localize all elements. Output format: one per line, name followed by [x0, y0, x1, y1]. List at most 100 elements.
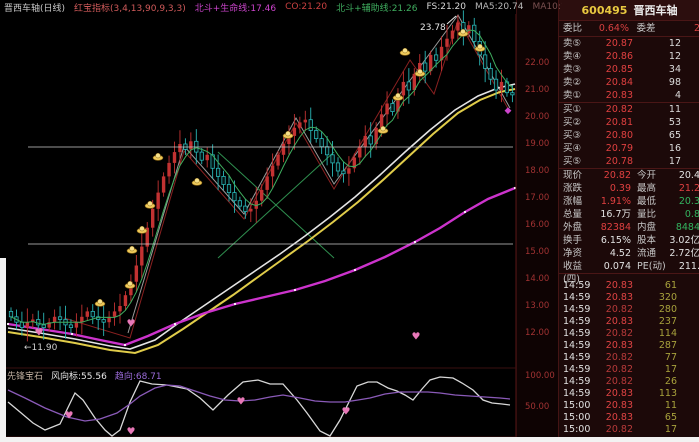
ask-row-label: 卖⑤	[563, 38, 582, 49]
price-axis-label: 100.00	[525, 371, 555, 381]
info-label: 股本	[637, 235, 657, 246]
auxline-white	[7, 83, 516, 350]
ask-row-qty: 12	[668, 51, 681, 62]
info-value: 0.074	[603, 261, 631, 272]
indicator-name: 红宝指标(3,4,13,90,9,3,3)	[74, 3, 186, 14]
tick-row: 15:00 20.83 11	[559, 400, 699, 412]
ask-row[interactable]: 卖⑤ 20.87 12	[559, 37, 699, 50]
tick-time: 14:59	[563, 340, 591, 351]
info-value: 21.2	[678, 183, 699, 194]
bid-row-qty: 11	[668, 104, 681, 115]
info-value: 20.4	[678, 170, 699, 181]
tick-price: 20.82	[605, 424, 633, 435]
bid-row-qty: 17	[668, 156, 681, 167]
tick-row: 15:00 20.83 65	[559, 412, 699, 424]
bid-row[interactable]: 买② 20.81 53	[559, 116, 699, 129]
info-label: 净资	[563, 248, 583, 259]
info-value: 211.	[678, 261, 699, 272]
tick-volume: 61	[664, 280, 677, 291]
price-axis-label: 20.00	[525, 112, 550, 122]
svg-text:♥: ♥	[237, 397, 246, 408]
bid-row-qty: 16	[668, 143, 681, 154]
price-axis-label: 19.00	[525, 139, 550, 149]
info-value: 0.39	[609, 183, 631, 194]
info-label: 收益(四)	[563, 261, 583, 285]
svg-text:23.78: 23.78	[420, 23, 446, 33]
bid-row-price: 20.79	[605, 143, 633, 154]
weibi-value: 0.64%	[598, 23, 629, 34]
info-label: 最低	[637, 196, 657, 207]
weibi-label: 委比	[563, 23, 583, 34]
price-annotations: 23.78 ←11.90	[24, 15, 457, 353]
panel-divider	[559, 273, 699, 274]
ask-row-label: 卖③	[563, 64, 582, 75]
ask-row[interactable]: 卖① 20.83 4	[559, 89, 699, 102]
ask-row-label: 卖②	[563, 77, 582, 88]
tick-row: 14:59 20.83 320	[559, 292, 699, 304]
ask-row-label: 卖④	[563, 51, 582, 62]
svg-text:♥: ♥	[342, 407, 351, 418]
zigzag-red	[63, 18, 511, 339]
tick-price: 20.83	[605, 292, 633, 303]
tick-time: 14:59	[563, 364, 591, 375]
top-indicator-bar: 晋西车轴(日线) 红宝指标(3,4,13,90,9,3,3) 北斗+生命线:17.4…	[0, 0, 562, 14]
bid-row[interactable]: 买① 20.82 11	[559, 103, 699, 116]
price-axis-label: 18.00	[525, 166, 550, 176]
tick-volume: 113	[658, 388, 677, 399]
bid-row[interactable]: 买⑤ 20.78 17	[559, 155, 699, 168]
ask-row[interactable]: 卖④ 20.86 12	[559, 50, 699, 63]
gold-ingot-markers	[94, 28, 486, 307]
ma5-value: MA5:20.74	[475, 2, 524, 12]
triangle-green-lower	[217, 151, 335, 259]
tick-time: 14:59	[563, 304, 591, 315]
info-label: 量比	[637, 209, 657, 220]
tick-time: 14:59	[563, 280, 591, 291]
panel-divider	[559, 168, 699, 169]
chart-title: 晋西车轴(日线)	[4, 3, 66, 14]
ask-row-price: 20.85	[605, 64, 633, 75]
tick-volume: 114	[658, 328, 677, 339]
ask-row-price: 20.84	[605, 77, 633, 88]
svg-text:♥: ♥	[65, 411, 74, 422]
info-row: 现价 20.82 今开 20.4	[559, 169, 699, 182]
tick-volume: 77	[664, 352, 677, 363]
signal-markers: ♥ ♥ ♥ ◆	[35, 106, 512, 343]
bid-row-label: 买⑤	[563, 156, 582, 167]
info-value: 8484	[675, 222, 699, 233]
ma5-line	[10, 29, 513, 325]
ask-list: 卖⑤ 20.87 12 卖④ 20.86 12 卖③ 20.85 34 卖② 20.84 98 卖① 20…	[559, 37, 699, 102]
bid-row-price: 20.81	[605, 117, 633, 128]
beidou-lifeline-value: 北斗+生命线:17.46	[194, 3, 277, 14]
info-row: 换手 6.15% 股本 3.02亿	[559, 234, 699, 247]
ask-row-qty: 12	[668, 38, 681, 49]
info-label: 总量	[563, 209, 583, 220]
tick-row: 14:59 20.82 114	[559, 328, 699, 340]
price-axis-label: 17.00	[525, 193, 550, 203]
info-value: 4.52	[609, 248, 631, 259]
price-axis-label: 14.00	[525, 274, 550, 284]
ask-row-price: 20.83	[605, 90, 633, 101]
bid-row[interactable]: 买④ 20.79 16	[559, 142, 699, 155]
bid-row-qty: 53	[668, 117, 681, 128]
stock-info: 现价 20.82 今开 20.4 涨跌 0.39 最高 21.2 涨幅 1.91% 最低 20.3 总量…	[559, 169, 699, 285]
price-axis-label: 13.00	[525, 301, 550, 311]
auxline-yellow	[7, 88, 516, 355]
ask-row[interactable]: 卖③ 20.85 34	[559, 63, 699, 76]
bid-row[interactable]: 买③ 20.80 65	[559, 129, 699, 142]
svg-text:♥: ♥	[35, 328, 44, 339]
ask-row-label: 卖①	[563, 90, 582, 101]
info-row: 净资 4.52 流通 2.72亿	[559, 247, 699, 260]
bid-row-price: 20.82	[605, 104, 633, 115]
tick-price: 20.82	[605, 328, 633, 339]
tick-price: 20.83	[605, 412, 633, 423]
ask-row[interactable]: 卖② 20.84 98	[559, 76, 699, 89]
price-axis-label: 22.00	[525, 58, 550, 68]
tick-price: 20.83	[605, 340, 633, 351]
info-label: 换手	[563, 235, 583, 246]
tick-price: 20.83	[605, 316, 633, 327]
tick-time: 14:59	[563, 388, 591, 399]
weibi-row: 委比 0.64% 委差 2	[559, 21, 699, 36]
tick-row: 14:59 20.83 287	[559, 340, 699, 352]
